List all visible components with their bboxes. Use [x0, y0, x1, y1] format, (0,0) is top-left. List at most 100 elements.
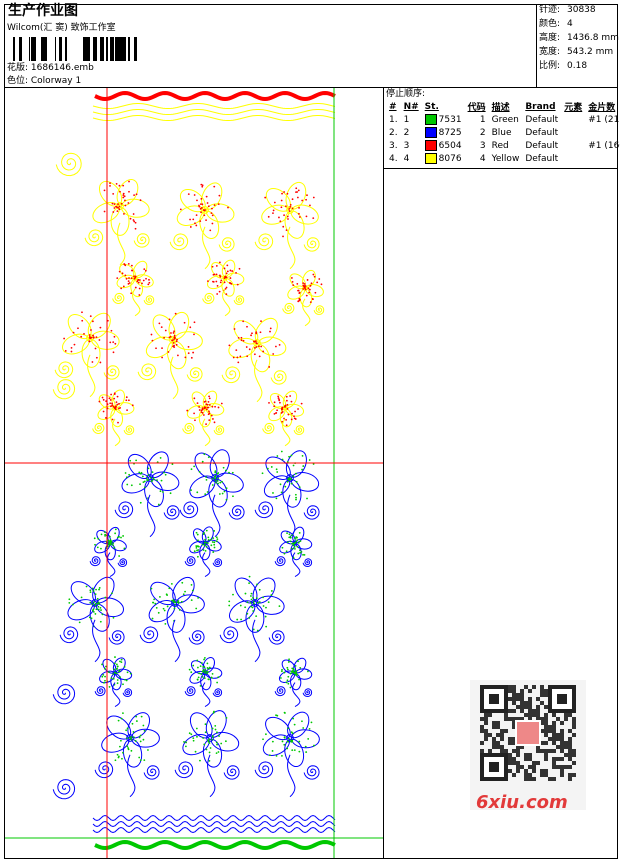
qr-cell — [488, 749, 492, 753]
sequin-dot — [204, 493, 207, 496]
table-row: 1. 1 7531 1 Green Default #1 (2115) — [386, 113, 620, 126]
sequin-dot — [288, 210, 291, 212]
sequin-dot — [192, 218, 195, 221]
sequin-dot — [144, 269, 147, 272]
barcode-bar — [29, 37, 30, 61]
sequin-dot — [256, 601, 259, 604]
sequin-dot — [159, 490, 162, 493]
sequin-dot — [195, 214, 198, 217]
sequin-dot — [208, 742, 211, 744]
stitch-path — [313, 305, 325, 315]
sequin-dot — [89, 315, 92, 318]
sequin-dot — [91, 320, 94, 323]
sequin-dot — [115, 182, 118, 185]
sequin-dot — [119, 676, 122, 679]
sequin-dot — [112, 192, 115, 195]
sequin-dot — [127, 280, 130, 283]
sequin-dot — [298, 740, 301, 743]
sequin-dot — [90, 617, 93, 620]
sequin-dot — [285, 681, 288, 684]
sequin-dot — [190, 671, 193, 674]
sequin-dot — [142, 481, 145, 484]
sequin-dot — [92, 336, 95, 339]
sequin-dot — [203, 531, 205, 534]
barcode-bar — [115, 37, 118, 61]
sequin-dot — [118, 205, 121, 208]
sequin-dot — [109, 542, 111, 545]
sequin-dot — [299, 540, 302, 543]
stitch-path — [287, 494, 296, 538]
sequin-dot — [250, 334, 252, 337]
qr-cell — [532, 685, 536, 689]
qr-cell — [556, 757, 560, 761]
sequin-dot — [103, 189, 106, 192]
petal — [148, 600, 176, 623]
sequin-dot — [117, 421, 119, 424]
sequin-dot — [294, 537, 296, 540]
stitch-code-text: 6504 — [438, 141, 462, 151]
sequin-dot — [218, 194, 221, 197]
sequin-dot — [200, 211, 202, 214]
sequin-dot — [96, 602, 99, 605]
sequin-dot — [287, 675, 290, 678]
petal — [285, 181, 307, 210]
sequin-dot — [283, 711, 286, 714]
column-header: 描述 — [491, 103, 510, 113]
sequin-dot — [205, 670, 208, 673]
qr-cell — [508, 769, 512, 773]
sequin-dot — [172, 341, 175, 344]
sequin-dot — [212, 273, 215, 276]
petal — [265, 456, 291, 481]
sequin-dot — [157, 503, 160, 506]
sequin-dot — [292, 668, 295, 671]
sequin-dot — [302, 727, 305, 729]
qr-cell — [564, 745, 568, 749]
sequin-dot — [107, 671, 110, 674]
sequin-dot — [307, 670, 309, 673]
sequin-dot — [206, 403, 209, 406]
sequin-dot — [173, 334, 176, 337]
sequin-dot — [296, 196, 299, 199]
qr-cell — [552, 729, 556, 733]
sequin-dot — [164, 329, 167, 332]
column-header: N# — [403, 101, 419, 112]
sequin-dot — [214, 405, 216, 408]
column-header: St. — [424, 101, 439, 112]
sequin-dot — [152, 477, 155, 480]
barcode-bar — [83, 37, 84, 61]
sequin-dot — [283, 743, 286, 746]
qr-cell — [480, 717, 484, 721]
stitch-path — [94, 686, 106, 697]
sequin-dot — [281, 755, 283, 757]
qr-cell — [544, 717, 548, 721]
stitch-path — [92, 115, 336, 121]
sequin-dot — [262, 738, 264, 741]
info-row: 比例: 0.18 — [539, 61, 617, 73]
sequin-dot — [250, 598, 253, 601]
sequin-dot — [295, 187, 298, 190]
sequin-dot — [207, 280, 209, 282]
stitch-path — [137, 363, 157, 381]
sequin-dot — [122, 683, 124, 686]
sequin-dot — [316, 281, 319, 284]
sequin-dot — [139, 472, 142, 475]
sequin-dot — [309, 284, 312, 287]
sequin-dot — [302, 553, 304, 556]
column-header: 代码 — [467, 103, 486, 113]
sequin-dot — [291, 542, 293, 545]
sequin-dot — [122, 535, 124, 537]
sequin-dot — [123, 263, 126, 265]
sequin-dot — [208, 419, 211, 422]
sequin-dot — [140, 715, 143, 718]
sequin-dot — [312, 298, 314, 301]
qr-cell — [544, 749, 548, 753]
stitch-path — [92, 814, 336, 822]
qr-cell — [516, 745, 520, 749]
sequin-dot — [68, 598, 71, 601]
sequin-dot — [307, 287, 310, 290]
sequin-dot — [158, 322, 161, 325]
sequin-dot — [120, 202, 123, 205]
sequin-dot — [208, 759, 211, 762]
sequin-dot — [147, 474, 150, 477]
sequin-dot — [267, 215, 270, 218]
